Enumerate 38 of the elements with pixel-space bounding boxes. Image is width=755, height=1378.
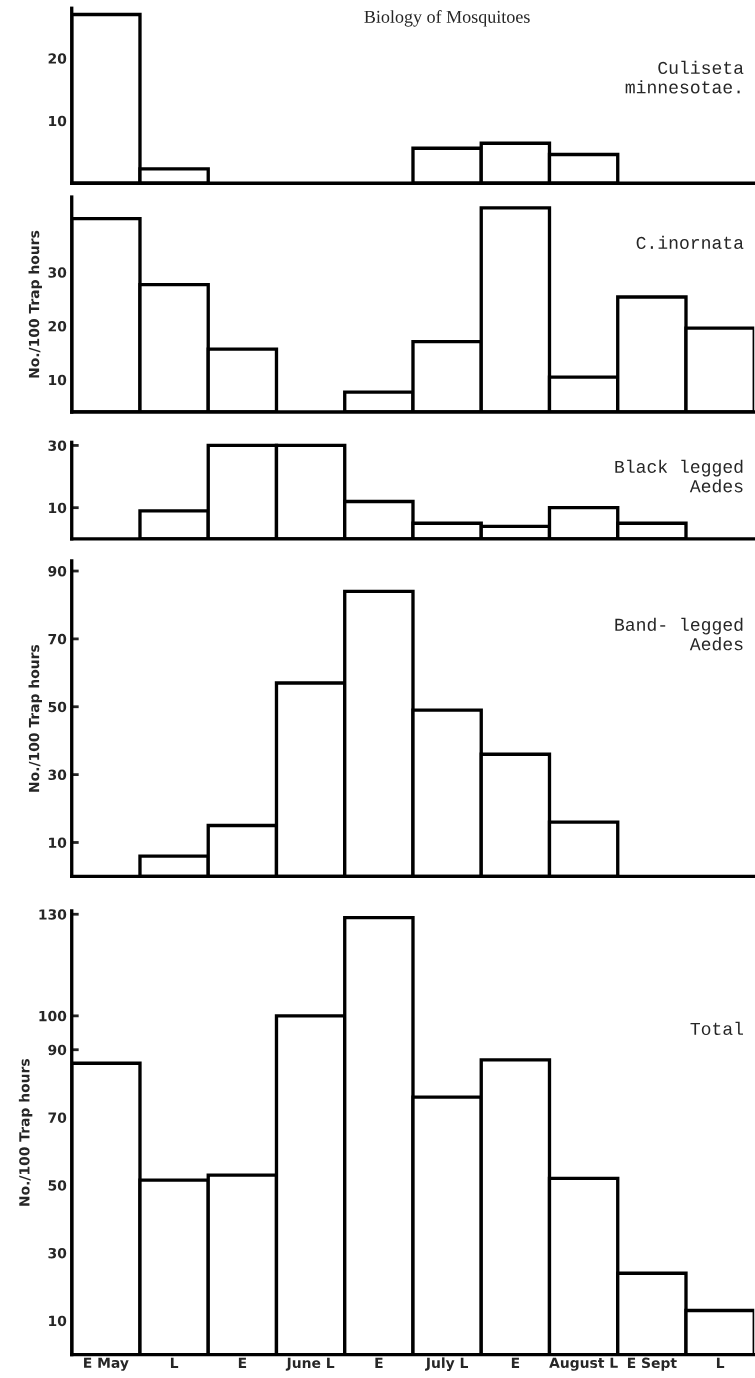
y-tick-label: 90 [48,565,67,577]
x-tick-label: June L [285,1357,335,1371]
y-tick-label: 50 [48,701,67,713]
y-tick-label: 100 [39,1010,67,1022]
y-tick-label: 30 [48,769,67,781]
y-tick-label: 10 [49,837,67,848]
y-tick-label: 90 [48,1044,67,1056]
y-tick-label: 30 [48,1247,67,1259]
x-tick-label: L [170,1357,179,1368]
y-tick-label: 10 [49,502,67,514]
y-tick-label: 50 [48,1180,67,1191]
text: Total [690,1021,744,1036]
y-tick-label: 20 [48,53,67,64]
y-axis-title: No./100 Trap hours [18,1059,33,1206]
y-tick-label: 30 [48,440,67,451]
y-axis-title: No./100 Trap hours [28,230,42,378]
x-tick-label: E [375,1357,383,1368]
annotation: Biology of Mosquitoes [364,10,530,27]
x-tick-label: E Sept [627,1357,677,1371]
text: Black legged Aedes [615,459,743,493]
text: C.inornata [636,235,744,250]
y-tick-label: 10 [49,374,67,386]
y-tick-label: 70 [48,633,67,645]
y-tick-label: 70 [48,1112,67,1123]
y-tick-label: 20 [48,321,67,332]
y-tick-label: 10 [49,115,67,127]
y-axis-title: No./100 Trap hours [28,644,42,792]
text: Band- legged Aedes [615,617,743,651]
x-tick-label: August L [549,1357,618,1371]
y-tick-label: 30 [48,267,67,278]
x-tick-label: July L [425,1357,469,1371]
x-tick-label: E May [84,1357,129,1371]
x-tick-label: E [511,1357,520,1368]
y-tick-label: 10 [49,1315,67,1327]
x-tick-label: L [716,1357,725,1368]
y-tick-label: 130 [39,909,67,920]
text: Culiseta minnesotae. [625,60,744,94]
x-tick-label: E [238,1357,247,1368]
